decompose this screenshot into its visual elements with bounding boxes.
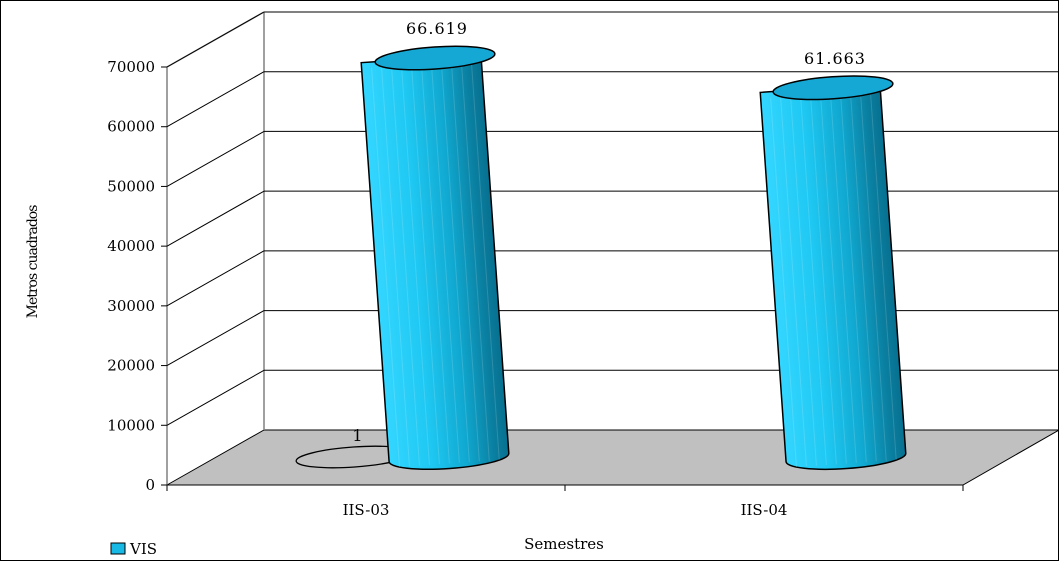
bar-stripe: [440, 63, 470, 463]
gridline-side: [166, 310, 265, 367]
gridline-side: [166, 71, 265, 128]
bar-stripe: [790, 96, 817, 466]
chart-marks: 1 66.619 61.663: [295, 19, 907, 471]
x-axis-title: Semestres: [524, 535, 604, 553]
bar-stripe: [800, 95, 827, 465]
legend-label-vis: VIS: [129, 540, 157, 558]
bar-stripe: [381, 67, 410, 467]
y-axis-ticks: 0 10000 20000 30000 40000 50000 60000 70000: [107, 58, 167, 494]
bar-top: [772, 75, 894, 101]
bar-stripe: [460, 61, 490, 461]
bar-stripe: [829, 93, 857, 463]
bar-top: [374, 45, 496, 71]
bar-stripe: [391, 66, 420, 466]
y-tick-label: 20000: [107, 357, 155, 375]
legend-swatch-vis: [110, 542, 126, 555]
bar-stripe: [859, 91, 887, 461]
bar-stripe: [470, 60, 500, 461]
gridline-side: [166, 11, 265, 68]
bar-IIS-04: 61.663: [759, 49, 907, 471]
bar-stripe: [770, 97, 797, 468]
y-tick-label: 30000: [107, 297, 155, 315]
chart-floor: [165, 429, 1059, 486]
gridline-side: [166, 190, 265, 247]
y-tick-label: 10000: [107, 416, 155, 434]
gridline-side: [166, 369, 265, 426]
data-label: 61.663: [804, 49, 866, 68]
bar-stripe: [810, 94, 837, 465]
bar-stripe: [410, 65, 440, 465]
bar-stripe: [780, 96, 807, 467]
bar-body: [360, 53, 510, 470]
x-tick-label: IIS-04: [741, 501, 788, 519]
data-label: 66.619: [406, 19, 468, 38]
bar-stripe: [869, 90, 897, 461]
gridline-side: [166, 250, 265, 307]
bar-stripe: [401, 65, 430, 465]
y-axis-title: Metros cuadrados: [25, 205, 41, 319]
y-tick-label: 70000: [107, 58, 155, 76]
y-tick-label: 0: [145, 476, 155, 494]
bar-stripe: [430, 63, 460, 463]
y-tick-label: 40000: [107, 237, 155, 255]
bar-stripe: [450, 62, 480, 462]
bar-stripe: [820, 94, 847, 464]
bar-body: [759, 83, 907, 471]
y-tick-label: 60000: [107, 118, 155, 136]
bar-stripe: [849, 92, 877, 462]
y-tick-label: 50000: [107, 177, 155, 195]
marker-label: 1: [352, 426, 363, 445]
legend: VIS: [110, 540, 157, 558]
x-tick-label: IIS-03: [343, 501, 390, 519]
bar-IIS-03: 66.619: [360, 19, 510, 470]
gridline-side: [166, 130, 265, 187]
bar-stripe: [420, 64, 450, 464]
bar-stripe: [371, 67, 400, 468]
x-axis: IIS-03 IIS-04: [166, 484, 964, 519]
bar-stripe: [839, 92, 867, 463]
